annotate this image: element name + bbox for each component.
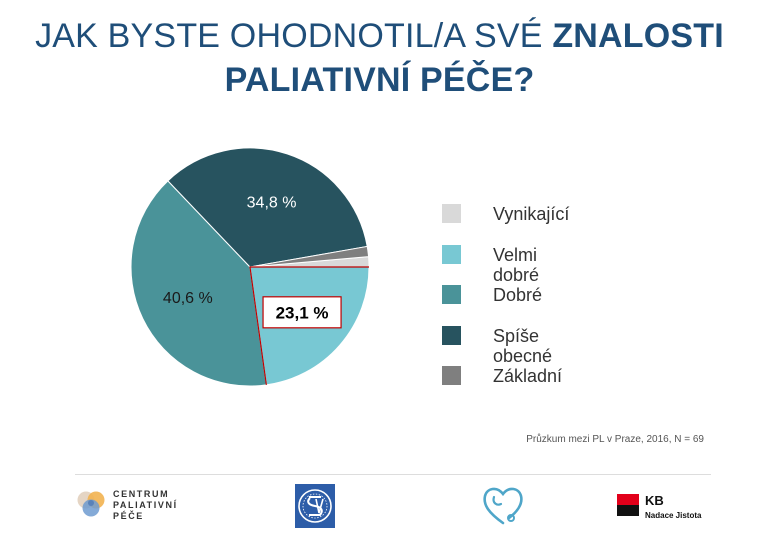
- source-note: Průzkum mezi PL v Praze, 2016, N = 69: [526, 434, 704, 445]
- legend-label: Spíše obecné: [493, 325, 553, 366]
- kb-square-icon: [617, 494, 639, 516]
- legend-swatch: [442, 285, 461, 304]
- seal-logo: [295, 484, 335, 528]
- cpp-logo-text: CENTRUM PALIATIVNÍ PÉČE: [113, 489, 178, 521]
- pie-slice-zakladni: [249, 245, 370, 268]
- highlight-outline: [249, 266, 369, 385]
- legend-label: Dobré: [493, 285, 543, 305]
- legend-label: Velmi dobré: [493, 244, 540, 285]
- legend-swatch: [442, 244, 461, 264]
- legend-label: Vynikající: [493, 204, 570, 224]
- highlight-label-box: [262, 296, 342, 329]
- title-line1-regular: JAK BYSTE OHODNOTIL/A SVÉ: [35, 17, 553, 55]
- title-line1-bold: ZNALOSTI: [552, 17, 724, 55]
- legend-swatch: [442, 366, 461, 385]
- cpp-circles-icon: [77, 491, 105, 517]
- legend-swatch: [442, 204, 461, 223]
- pie-slice-spise-obecne: [167, 147, 368, 268]
- data-label-spise-obecne: 34,8 %: [247, 194, 297, 211]
- legend-label: Základní: [493, 366, 563, 386]
- title-line2: PALIATIVNÍ PÉČE?: [224, 61, 535, 99]
- heart-stethoscope-logo: [481, 483, 529, 529]
- data-label-velmi-dobre: 23,1 %: [276, 303, 329, 322]
- chart-title: JAK BYSTE OHODNOTIL/A SVÉ ZNALOSTI PALIA…: [0, 14, 759, 102]
- kb-subtitle: Nadace Jistota: [645, 511, 702, 520]
- kb-logo: KB Nadace Jistota: [617, 494, 727, 520]
- pie-slice-dobre: [130, 180, 267, 387]
- seal-emblem-icon: [295, 484, 335, 528]
- cpp-logo: CENTRUM PALIATIVNÍ PÉČE: [75, 489, 185, 523]
- kb-name: KB: [645, 493, 664, 508]
- legend-swatch: [442, 325, 461, 345]
- footer-divider: [75, 474, 711, 475]
- heart-stethoscope-icon: [483, 487, 523, 525]
- data-label-dobre: 40,6 %: [163, 290, 213, 307]
